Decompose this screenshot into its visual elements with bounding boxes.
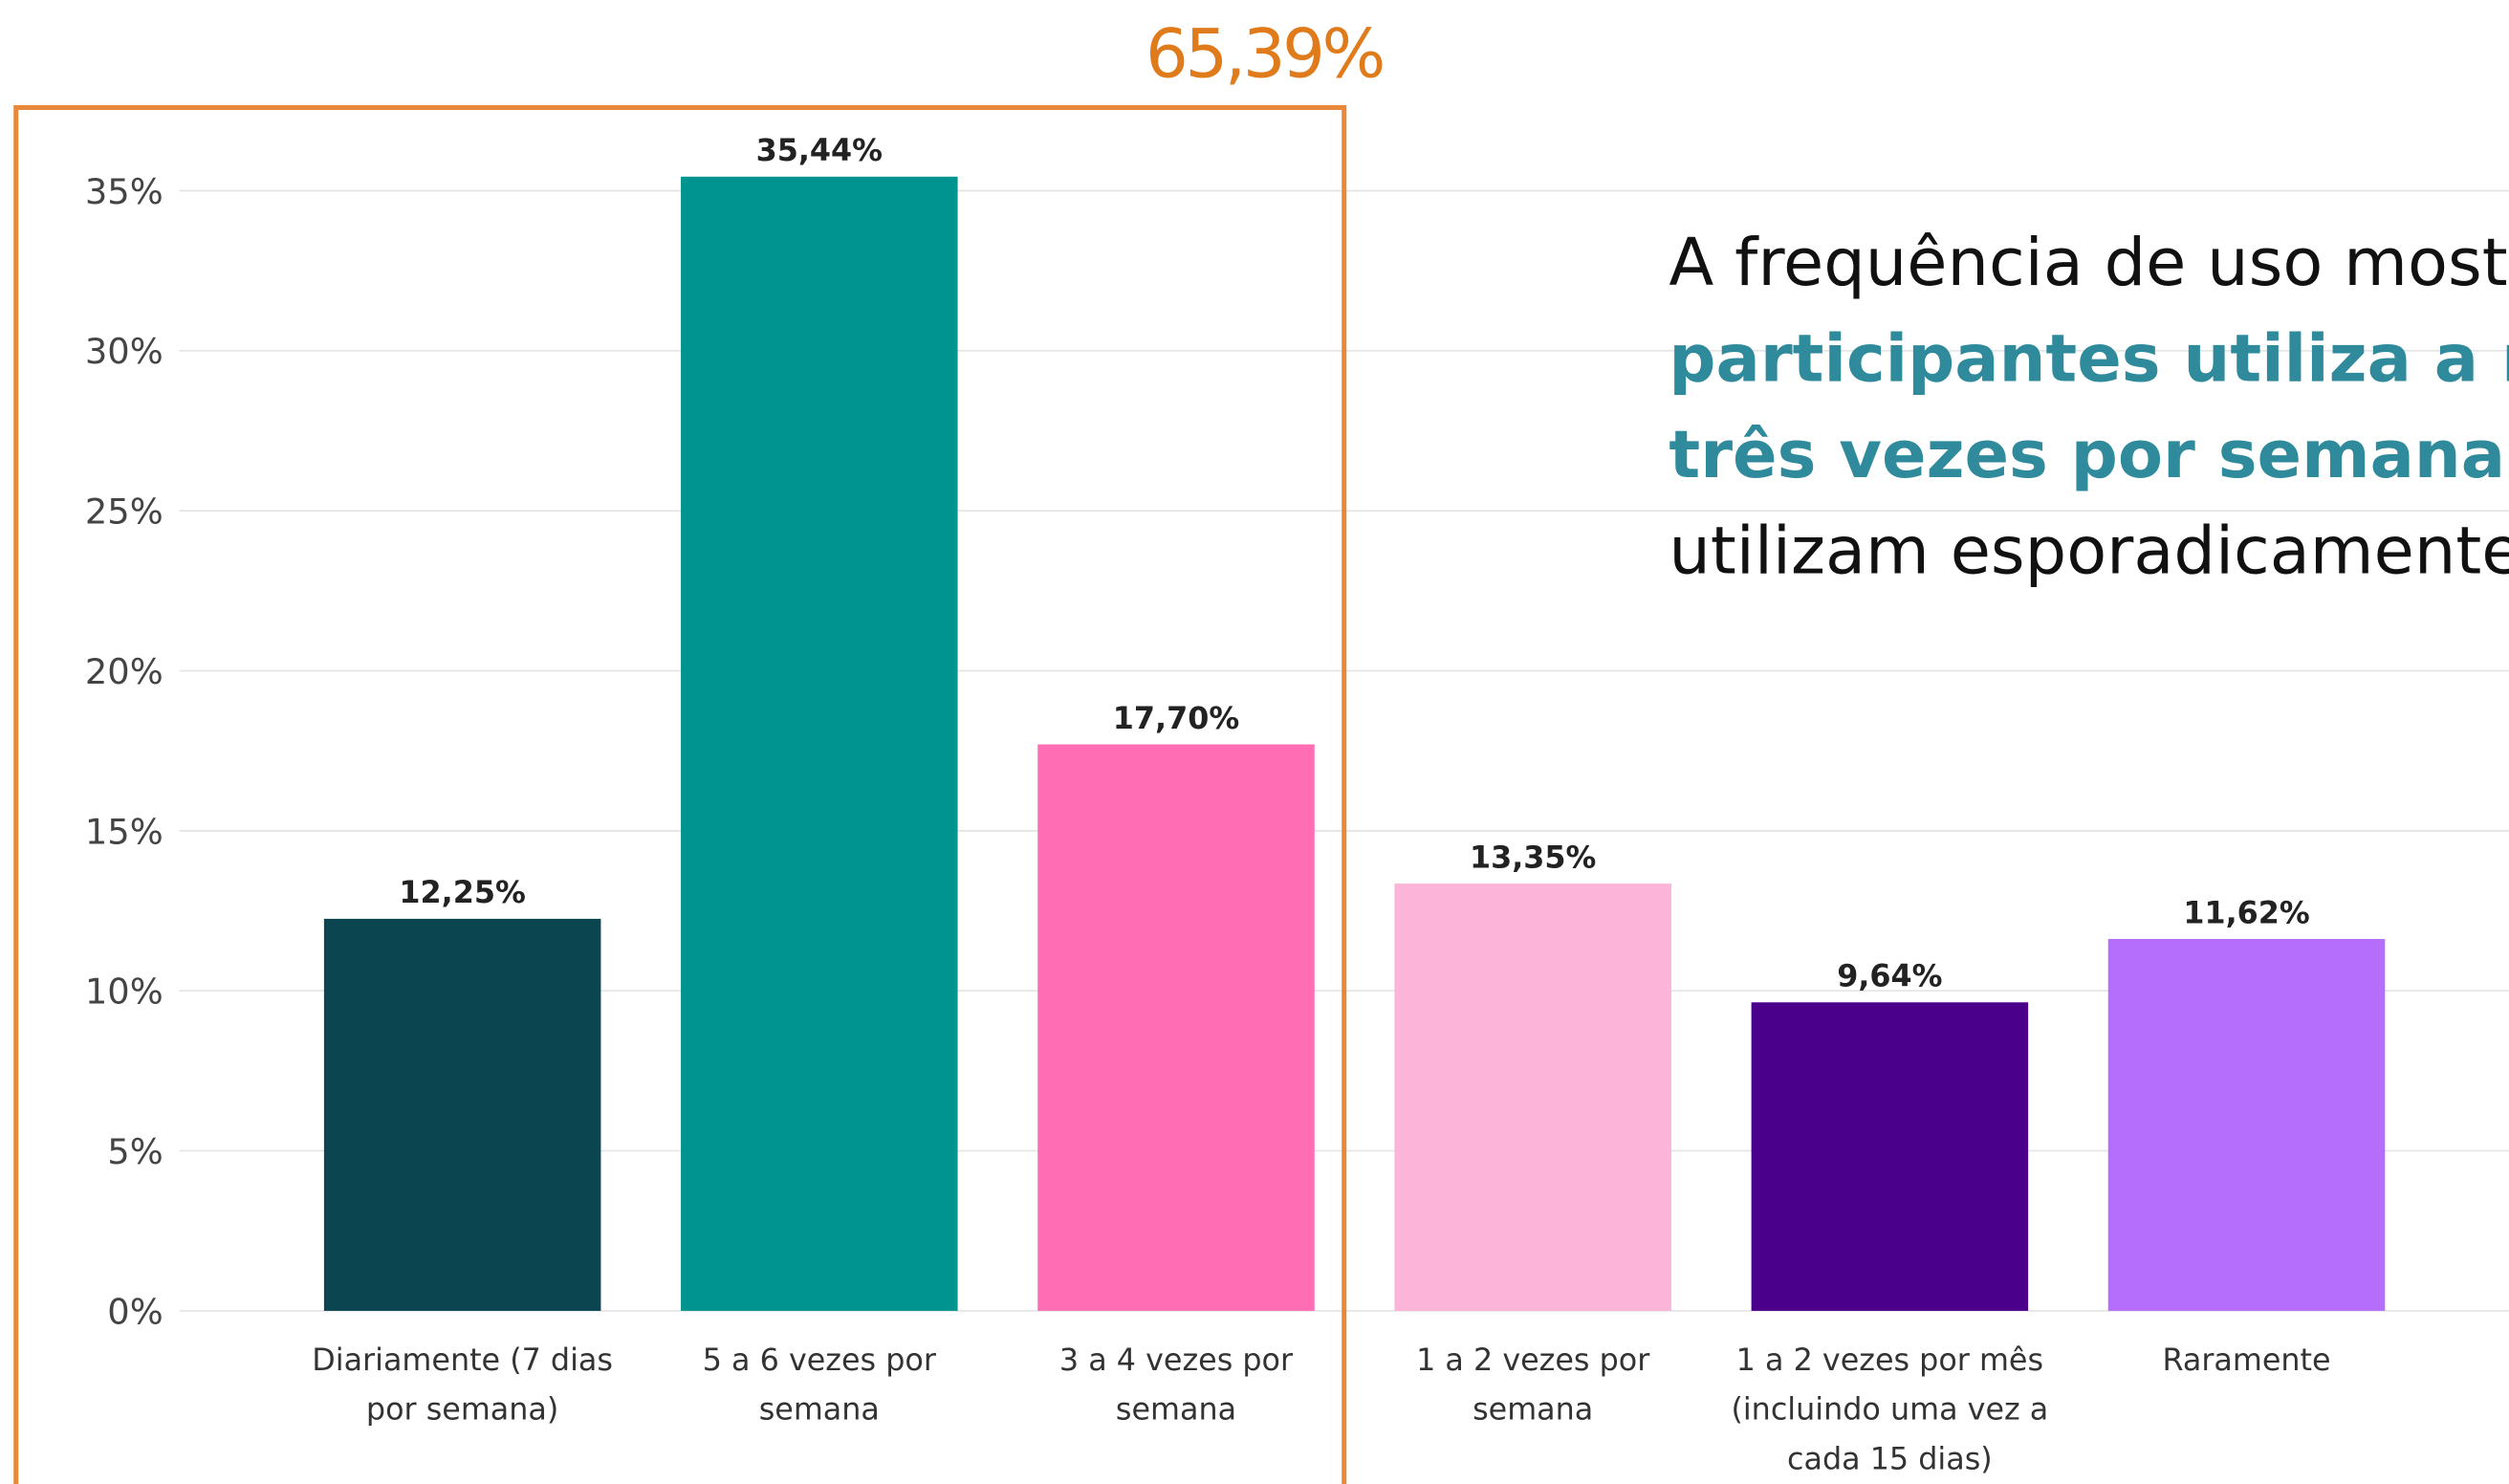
value-label: 9,64% [1837, 959, 1942, 994]
x-tick-label-line: (incluindo uma vez a [1731, 1392, 2048, 1428]
bar [1751, 1002, 2029, 1311]
x-tick-label: Raramente [2163, 1342, 2331, 1378]
bar [1037, 744, 1315, 1311]
bar [323, 918, 601, 1311]
bar [2107, 939, 2386, 1311]
x-tick-label: 1 a 2 vezes por mês (incluindo uma vez a c… [1731, 1342, 2048, 1477]
y-tick-label: 20% [85, 651, 164, 692]
x-tick-label: 5 a 6 vezes por semana [703, 1342, 937, 1428]
x-tick-label-line: 5 a 6 vezes por [703, 1342, 937, 1378]
y-tick-label: 15% [85, 811, 164, 852]
x-tick-label-line: cada 15 dias) [1787, 1442, 1993, 1477]
bar [1394, 884, 1671, 1311]
value-label: 13,35% [1470, 840, 1596, 875]
x-tick-label: 1 a 2 vezes por semana [1416, 1342, 1650, 1428]
text-segment: utilizam esporadicamente [1669, 513, 2509, 589]
text-line: três vezes por semana, [1669, 417, 2509, 493]
value-label: 35,44% [756, 133, 883, 168]
text-segment: , [2505, 417, 2509, 493]
y-tick-label: 10% [85, 971, 164, 1013]
text-segment: participantes utiliza a r [1669, 321, 2509, 398]
y-tick-label: 30% [85, 331, 164, 372]
y-tick-label: 35% [85, 171, 164, 212]
x-tick-label-line: 3 a 4 vezes por [1059, 1342, 1294, 1378]
y-tick-label: 0% [107, 1291, 163, 1332]
highlight-box [13, 104, 1347, 1484]
value-label: 11,62% [2183, 895, 2309, 930]
x-tick-label-line: semana [1116, 1392, 1236, 1428]
text-line: A frequência de uso most [1669, 225, 2507, 301]
x-tick-label-line: semana [1473, 1392, 1593, 1428]
x-tick-label-line: por semana) [366, 1392, 558, 1428]
annotation: 65,39% [1145, 15, 1383, 94]
x-tick-label-line: Raramente [2163, 1342, 2331, 1378]
bar [681, 176, 958, 1311]
y-tick-label: 5% [107, 1131, 163, 1172]
x-tick-label: Diariamente (7 dias por semana) [312, 1342, 613, 1428]
text-line: utilizam esporadicamente [1669, 513, 2509, 589]
x-tick-label-line: 1 a 2 vezes por [1416, 1342, 1650, 1378]
x-tick-label-line: semana [759, 1392, 880, 1428]
value-label: 12,25% [399, 875, 525, 910]
y-tick-label: 25% [85, 491, 164, 533]
x-tick-label: 3 a 4 vezes por semana [1059, 1342, 1294, 1428]
text-segment: A frequência de uso most [1669, 225, 2507, 301]
text-segment: três vezes por semana [1669, 417, 2505, 493]
x-tick-label-line: Diariamente (7 dias [312, 1342, 613, 1378]
x-tick-label-line: 1 a 2 vezes por mês [1736, 1342, 2043, 1378]
value-label: 17,70% [1113, 701, 1239, 736]
text-line: participantes utiliza a r [1669, 321, 2509, 398]
